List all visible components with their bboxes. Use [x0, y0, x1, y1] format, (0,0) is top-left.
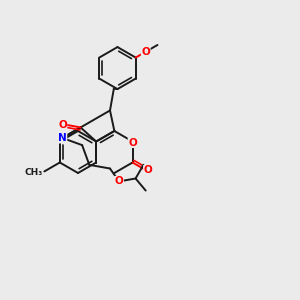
Text: CH₃: CH₃ [24, 168, 42, 177]
Text: O: O [141, 47, 150, 57]
Text: O: O [144, 165, 152, 176]
Text: N: N [58, 133, 67, 143]
Text: O: O [115, 176, 123, 186]
Text: O: O [128, 137, 137, 148]
Text: O: O [58, 120, 67, 130]
